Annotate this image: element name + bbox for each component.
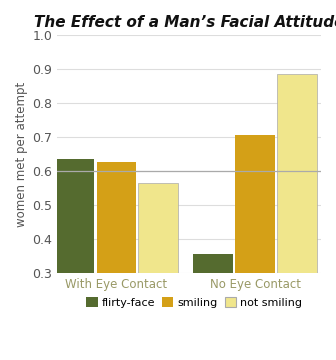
Bar xyxy=(194,254,233,360)
Bar xyxy=(138,183,178,360)
Bar xyxy=(55,159,94,360)
Y-axis label: women met per attempt: women met per attempt xyxy=(15,81,28,227)
Bar xyxy=(97,162,136,360)
Bar xyxy=(277,74,317,360)
Title: The Effect of a Man’s Facial Attitude: The Effect of a Man’s Facial Attitude xyxy=(34,15,336,30)
Legend: flirty-face, smiling, not smiling: flirty-face, smiling, not smiling xyxy=(82,293,307,312)
Bar xyxy=(235,135,275,360)
